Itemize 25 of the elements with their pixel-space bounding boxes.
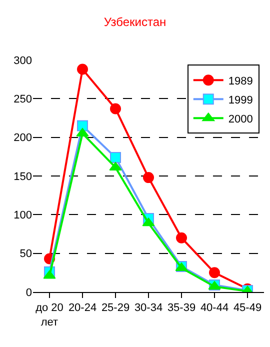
y-tick-label: 300 [14, 54, 32, 67]
point [143, 172, 154, 184]
legend-label: 1989 [228, 75, 253, 88]
y-tick-label: 100 [14, 210, 32, 222]
point [77, 120, 88, 132]
x-tick-label: 40-44 [200, 302, 229, 314]
x-tick-label: 25-29 [101, 302, 130, 314]
x-tick-label: до 20 лет [36, 302, 64, 328]
x-tick-label: 35-39 [167, 302, 196, 314]
point [209, 267, 220, 278]
y-tick-label: 50 [20, 248, 32, 260]
point [77, 64, 88, 75]
x-tick-label: 20-24 [68, 302, 97, 314]
x-tick-label: 30-34 [134, 302, 163, 314]
point [110, 152, 121, 163]
point [110, 103, 121, 114]
x-tick-label: 45-49 [233, 302, 262, 314]
chart-title: Узбекистан [104, 14, 166, 29]
legend-label: 2000 [228, 113, 253, 126]
y-tick-label: 200 [14, 132, 32, 144]
legend-label: 1999 [228, 94, 253, 106]
y-tick-label: 0 [26, 286, 32, 299]
y-tick-label: 250 [14, 94, 32, 106]
point [176, 232, 187, 244]
y-tick-label: 150 [14, 170, 32, 183]
